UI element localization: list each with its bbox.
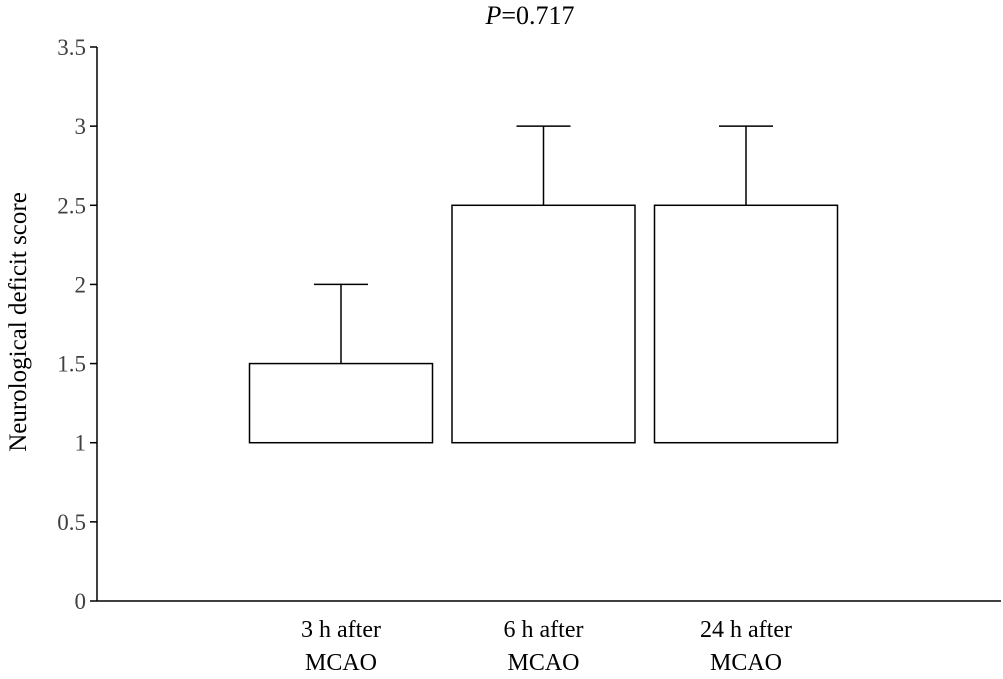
y-tick-label: 2 [75,272,87,297]
chart-title-value: =0.717 [501,1,574,30]
y-tick-label: 1.5 [57,352,86,377]
chart-title-group: P=0.717 [484,1,574,30]
bar [451,204,636,444]
bar [653,204,839,444]
axes [96,47,1001,602]
x-category-label: 6 h after [504,617,584,643]
bars [248,204,839,444]
y-tick-label: 1 [75,431,87,456]
chart-title: P=0.717 [484,1,574,30]
y-ticks: 0 0.5 1 1.5 2 2.5 3 3.5 [57,35,97,614]
x-category-label: 3 h after [301,617,381,643]
x-category-label: MCAO [305,650,377,674]
y-tick-label: 2.5 [57,193,86,218]
x-category-label: MCAO [507,650,579,674]
chart-title-italic: P [484,1,501,30]
error-bars [314,125,773,364]
y-tick-label: 0 [75,589,87,614]
y-tick-label: 0.5 [57,510,86,535]
y-axis-title: Neurological deficit score [5,192,32,452]
y-tick-label: 3 [75,114,87,139]
x-category-labels: 3 h after MCAO 6 h after MCAO 24 h after MCAO [301,617,792,676]
y-tick-label: 3.5 [57,35,86,60]
bar [248,362,434,444]
x-category-label: MCAO [710,650,782,674]
x-category-label: 24 h after [700,617,792,643]
